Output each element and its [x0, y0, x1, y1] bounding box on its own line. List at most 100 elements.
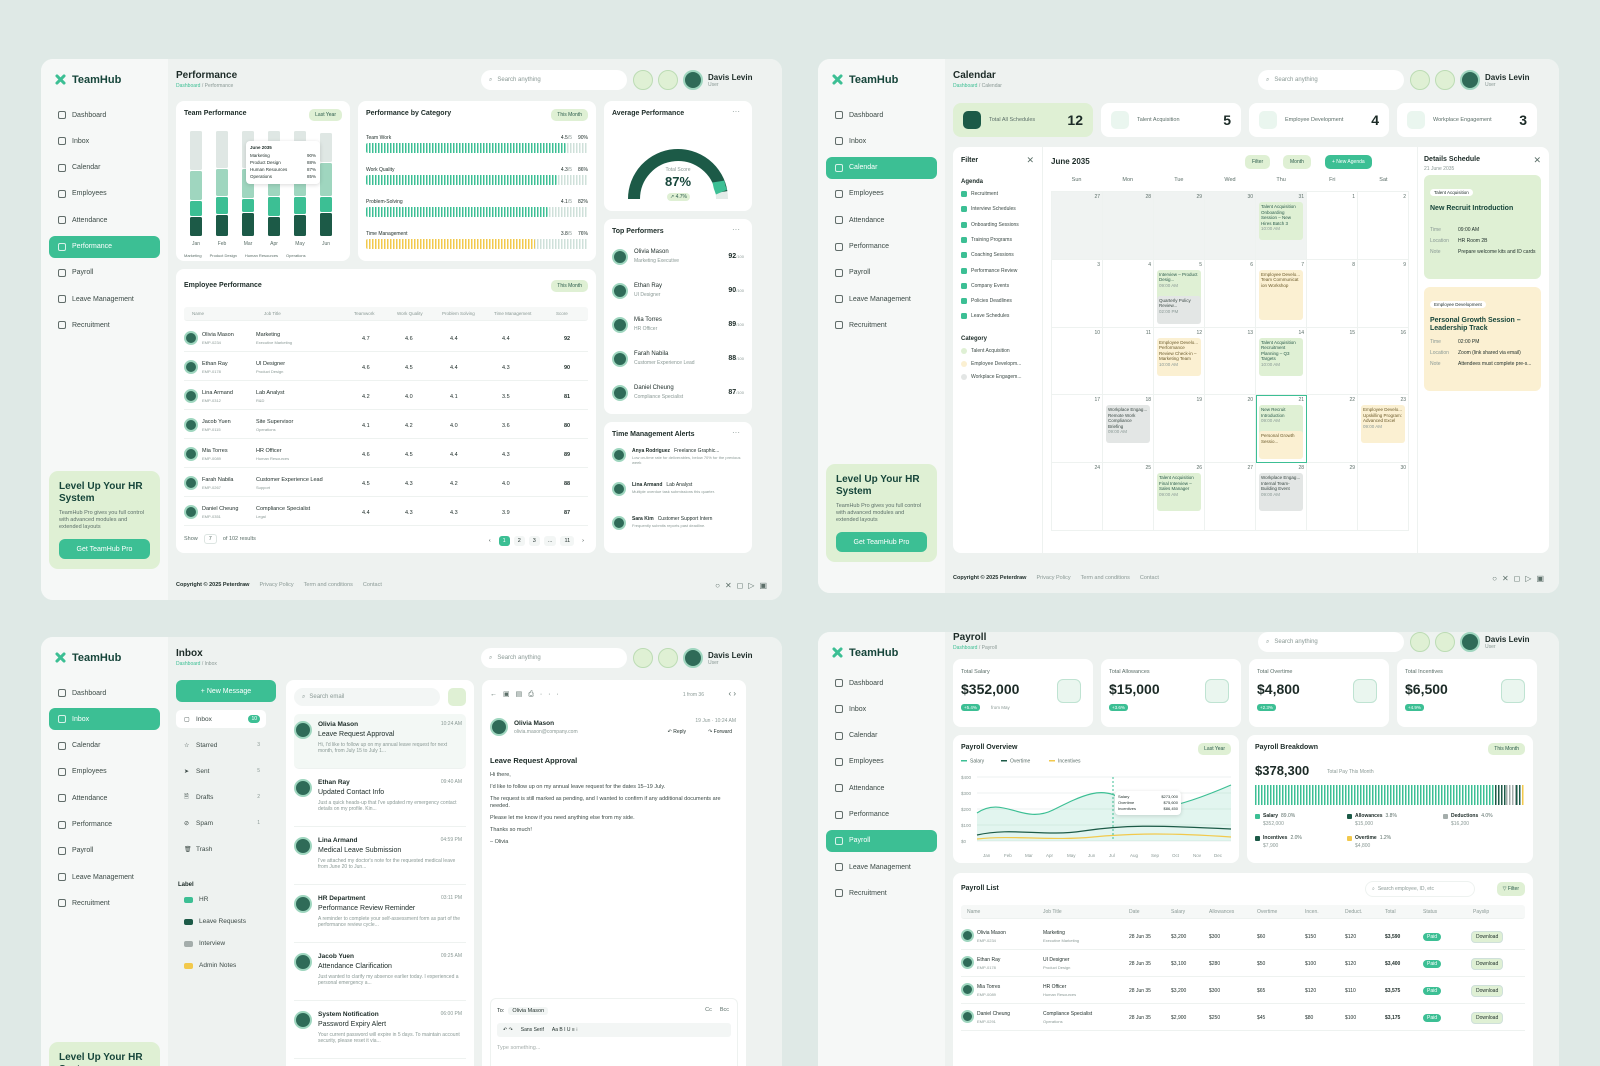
logo[interactable]: TeamHub [831, 73, 898, 86]
calendar-day[interactable]: 29 [1307, 463, 1358, 531]
alert-row[interactable]: Lina Armand Lab Analyst Multiple overdue t… [612, 480, 746, 510]
sidebar-item-dashboard[interactable]: Dashboard [826, 104, 937, 126]
column-header[interactable]: Deduct. [1345, 908, 1363, 915]
calendar-day[interactable]: 21 New Recruit Introduction 09:00 AM Person… [1256, 395, 1307, 464]
calendar-day[interactable]: 31 Talent Acquisition Onboarding Session … [1256, 192, 1307, 260]
settings-icon[interactable] [1410, 70, 1430, 90]
employee-search-input[interactable]: ⌕ Search employee, ID, etc [1365, 881, 1475, 897]
calendar-event[interactable]: Workplace Engag... Internal Team-Buildin… [1259, 473, 1303, 512]
agenda-checkbox[interactable]: Training Programs [961, 236, 1012, 243]
calendar-day[interactable]: 9 [1358, 259, 1409, 328]
filter-icon[interactable] [448, 688, 466, 706]
download-payslip-button[interactable]: Download [1471, 985, 1504, 997]
calendar-day[interactable]: 23 Employee Develo... Upskilling Program:… [1358, 395, 1409, 464]
search-input[interactable]: ⌕ Search anything [1258, 70, 1404, 90]
prev-page-icon[interactable]: ‹ [488, 538, 491, 544]
calendar-day[interactable]: 22 [1307, 395, 1358, 464]
calendar-day[interactable]: 26 Talent Acquisition Final Interview – S… [1154, 463, 1205, 531]
sidebar-item-leave-management[interactable]: Leave Management [826, 288, 937, 310]
column-header[interactable]: Teamwork [354, 311, 375, 316]
calendar-day[interactable]: 14 Talent Acquisition Recruitment Plannin… [1256, 327, 1307, 396]
download-payslip-button[interactable]: Download [1471, 1012, 1504, 1024]
logo[interactable]: TeamHub [54, 73, 121, 86]
settings-icon[interactable] [633, 70, 653, 90]
calendar-event[interactable]: Employee Develo... Upskilling Program: A… [1361, 405, 1405, 444]
calendar-day[interactable]: 20 [1205, 395, 1256, 464]
calendar-day[interactable]: 28 Workplace Engag... Internal Team-Build… [1256, 463, 1307, 531]
close-icon[interactable]: ✕ [1533, 155, 1541, 165]
user-profile[interactable]: Davis Levin User [683, 648, 752, 668]
agenda-checkbox[interactable]: Interview Schedules [961, 206, 1016, 213]
sidebar-item-performance[interactable]: Performance [49, 814, 160, 836]
calendar-day[interactable]: 16 [1358, 327, 1409, 396]
undo-icon[interactable]: ↶ ↷ [503, 1027, 513, 1033]
top-performer-row[interactable]: Olivia Mason Marketing Executive 92/100 [612, 245, 744, 273]
crumb-root[interactable]: Dashboard [176, 661, 201, 667]
calendar-day[interactable]: 12 Employee Develo... Performance Review … [1154, 327, 1205, 396]
sidebar-item-performance[interactable]: Performance [826, 236, 937, 258]
reader-toolbar[interactable]: ←▣▤⎙··· [490, 691, 565, 698]
folder-trash[interactable]: 🗑 Trash [176, 840, 266, 858]
calendar-day[interactable]: 15 [1307, 327, 1358, 396]
mail-item[interactable]: HR Department Performance Review Reminder… [294, 888, 466, 943]
schedule-stat[interactable]: Total All Schedules 12 [953, 103, 1093, 137]
sidebar-item-inbox[interactable]: Inbox [49, 708, 160, 731]
sidebar-item-performance[interactable]: Performance [826, 804, 937, 826]
calendar-day[interactable]: 13 [1205, 327, 1256, 396]
sidebar-item-calendar[interactable]: Calendar [49, 157, 160, 179]
user-profile[interactable]: Davis Levin User [1460, 70, 1529, 90]
terms-link[interactable]: Term and conditions [303, 582, 353, 588]
page-button[interactable]: ... [543, 536, 557, 546]
crumb-root[interactable]: Dashboard [953, 83, 978, 89]
pager-arrows[interactable]: ‹ › [728, 689, 736, 698]
format-icons[interactable]: Aa B I U ≡ ⁝ [551, 1027, 578, 1033]
column-header[interactable]: Allowances [1209, 908, 1235, 915]
calendar-day[interactable]: 7 Employee Develo... Team Communicat ion … [1256, 259, 1307, 328]
table-row[interactable]: Lina Armand EMP-0312 Lab Analyst R&D 4.2 4.0 4… [184, 383, 588, 410]
filter-button[interactable]: Filter [1245, 155, 1271, 169]
sidebar-item-leave-management[interactable]: Leave Management [49, 866, 160, 888]
sidebar-item-calendar[interactable]: Calendar [826, 725, 937, 747]
more-icon[interactable]: ··· [732, 225, 740, 234]
format-toolbar[interactable]: ↶ ↷ Sans Serif Aa B I U ≡ ⁝ [497, 1023, 731, 1037]
folder-inbox[interactable]: ▢ Inbox 10 [176, 710, 266, 728]
calendar-day[interactable]: 4 [1103, 259, 1154, 328]
column-header[interactable]: Overtime [1257, 908, 1278, 915]
table-row[interactable]: Farah Nabila EMP-0267 Customer Experience … [184, 470, 588, 497]
category-item[interactable]: Workplace Engagem... [961, 374, 1022, 380]
calendar-day[interactable]: 28 [1103, 192, 1154, 260]
sidebar-item-dashboard[interactable]: Dashboard [49, 104, 160, 126]
sidebar-item-attendance[interactable]: Attendance [826, 209, 937, 231]
sidebar-item-calendar[interactable]: Calendar [826, 156, 937, 179]
calendar-event[interactable]: Workplace Engag... Remote Work Complianc… [1106, 405, 1150, 444]
new-agenda-button[interactable]: + New Agenda [1325, 155, 1372, 169]
column-header[interactable]: Time Management [494, 311, 532, 316]
settings-icon[interactable] [633, 648, 653, 668]
alert-row[interactable]: Anya Rodriguez Freelance Graphic... Low on… [612, 446, 746, 476]
calendar-event[interactable]: Employee Develo... Performance Review Ch… [1157, 337, 1201, 376]
sidebar-item-inbox[interactable]: Inbox [826, 130, 937, 152]
calendar-day[interactable]: 1 [1307, 192, 1358, 260]
sidebar-item-employees[interactable]: Employees [826, 751, 937, 773]
calendar-day[interactable]: 6 [1205, 259, 1256, 328]
reply-button[interactable]: ↶ Reply [667, 729, 686, 735]
label-item[interactable]: Leave Requests [184, 918, 246, 925]
table-row[interactable]: Mia Torres EMP-0089 HR Officer Human Resour… [184, 441, 588, 468]
calendar-event[interactable]: Talent Acquisition Onboarding Session – … [1259, 202, 1303, 240]
notification-icon[interactable] [1435, 632, 1455, 652]
download-payslip-button[interactable]: Download [1471, 958, 1504, 970]
calendar-day[interactable]: 24 [1052, 463, 1103, 531]
calendar-day[interactable]: 27 [1205, 463, 1256, 531]
sidebar-item-employees[interactable]: Employees [49, 761, 160, 783]
period-filter[interactable]: This Month [551, 280, 588, 292]
social-icons[interactable]: ○✕◻▷▣ [715, 581, 772, 590]
recipient-chip[interactable]: Olivia Mason [508, 1007, 549, 1015]
sidebar-item-payroll[interactable]: Payroll [49, 262, 160, 284]
page-button[interactable]: 3 [528, 536, 540, 546]
table-row[interactable]: Jacob Yuen EMP-0115 Site Supervisor Operati… [184, 412, 588, 439]
contact-link[interactable]: Contact [362, 582, 382, 588]
sidebar-item-recruitment[interactable]: Recruitment [826, 882, 937, 904]
sidebar-item-recruitment[interactable]: Recruitment [826, 314, 937, 336]
agenda-checkbox[interactable]: Recruitment [961, 191, 998, 197]
notification-icon[interactable] [658, 70, 678, 90]
